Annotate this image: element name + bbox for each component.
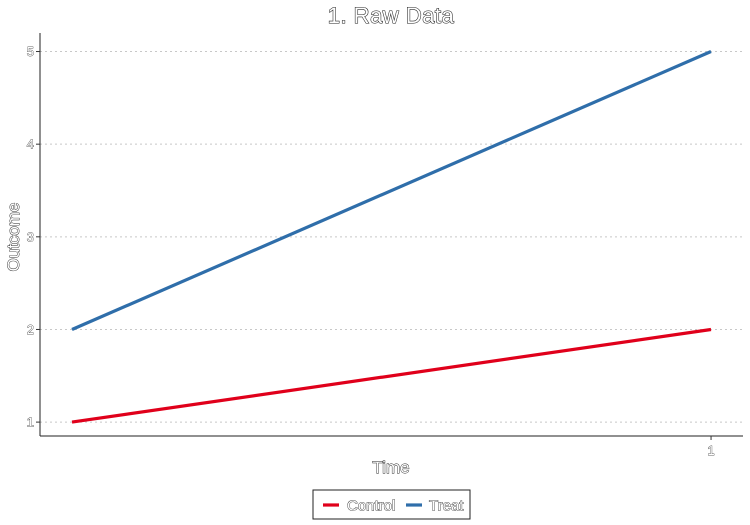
series-lines (71, 50, 712, 424)
legend-box (312, 489, 471, 520)
x-axis-label: Time (372, 458, 409, 477)
chart-title: 1. Raw Data (328, 3, 455, 28)
x-tick-label-0: 1 (707, 443, 714, 458)
y-axis-label: Outcome (4, 203, 23, 272)
legend-label-control: Control (347, 498, 395, 515)
grid-lines (40, 51, 743, 423)
y-tick-label-5: 5 (27, 44, 34, 59)
y-tick-label-3: 3 (27, 229, 34, 244)
series-line-treat (71, 50, 712, 331)
y-tick-label-2: 2 (27, 322, 34, 337)
legend-label-treat: Treat (429, 498, 464, 515)
y-tick-label-4: 4 (27, 137, 34, 152)
series-line-control (71, 327, 712, 424)
y-tick-label-1: 1 (27, 415, 34, 430)
axes (39, 33, 743, 437)
x-axis-ticks: 1 (707, 436, 715, 458)
y-axis-ticks: 1 2 3 4 5 (26, 44, 40, 430)
legend: Control Treat (312, 489, 471, 520)
